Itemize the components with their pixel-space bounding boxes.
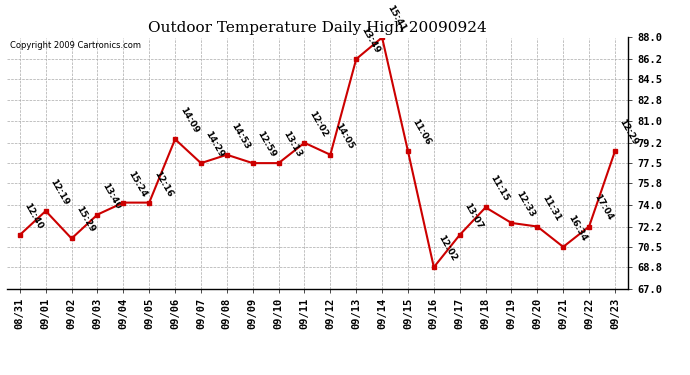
Title: Outdoor Temperature Daily High 20090924: Outdoor Temperature Daily High 20090924 (148, 21, 486, 35)
Text: 14:09: 14:09 (178, 106, 200, 135)
Text: 17:04: 17:04 (592, 193, 614, 222)
Text: 12:02: 12:02 (437, 234, 459, 263)
Text: 16:34: 16:34 (566, 213, 588, 243)
Text: 11:15: 11:15 (489, 174, 511, 203)
Text: 12:29: 12:29 (618, 118, 640, 147)
Text: 12:19: 12:19 (48, 177, 70, 207)
Text: 15:41: 15:41 (385, 4, 407, 33)
Text: 13:07: 13:07 (462, 201, 484, 231)
Text: 11:31: 11:31 (540, 193, 562, 222)
Text: 12:59: 12:59 (255, 129, 277, 159)
Text: 12:02: 12:02 (307, 110, 329, 139)
Text: 13:13: 13:13 (282, 130, 304, 159)
Text: 14:53: 14:53 (230, 121, 252, 151)
Text: 11:06: 11:06 (411, 118, 433, 147)
Text: 14:05: 14:05 (333, 121, 355, 151)
Text: 15:24: 15:24 (126, 169, 148, 198)
Text: 12:33: 12:33 (514, 189, 536, 219)
Text: 12:16: 12:16 (152, 169, 174, 198)
Text: Copyright 2009 Cartronics.com: Copyright 2009 Cartronics.com (10, 41, 141, 50)
Text: 13:49: 13:49 (359, 26, 381, 55)
Text: 15:29: 15:29 (75, 205, 97, 234)
Text: 12:40: 12:40 (23, 201, 45, 231)
Text: 14:29: 14:29 (204, 129, 226, 159)
Text: 13:40: 13:40 (100, 181, 122, 210)
